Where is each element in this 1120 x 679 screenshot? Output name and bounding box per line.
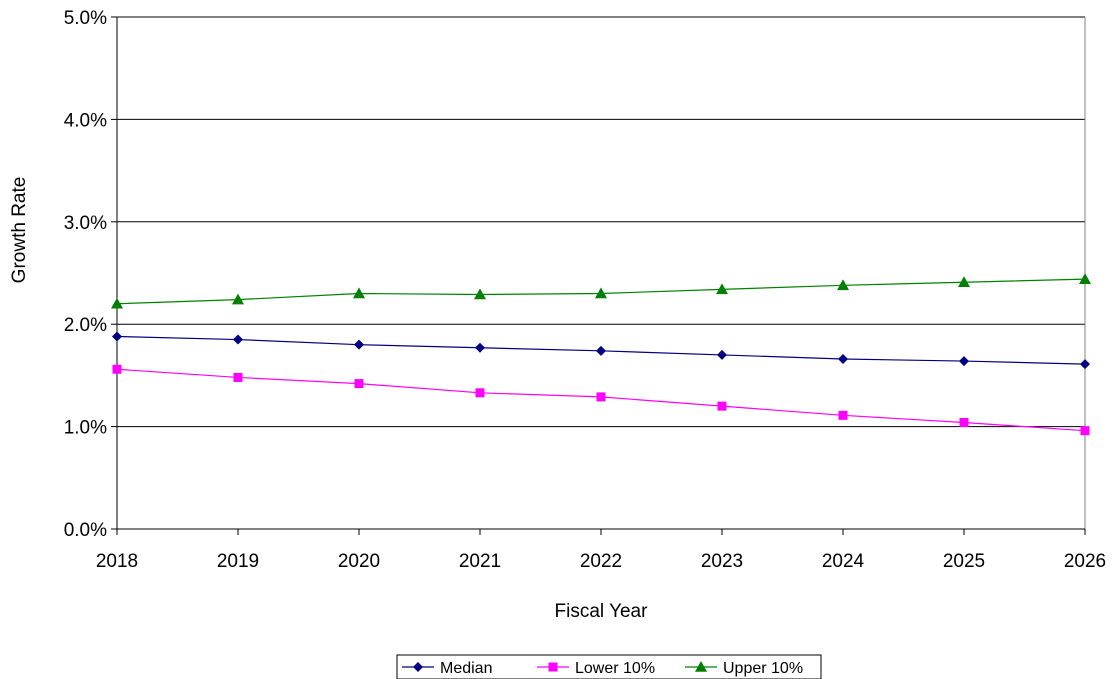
data-point — [716, 283, 728, 295]
x-tick-label: 2021 — [459, 551, 501, 572]
data-point — [717, 401, 727, 411]
data-point — [112, 331, 122, 342]
y-tick-label: 0.0% — [64, 520, 107, 541]
x-tick-labels: 2018 2019 2020 2021 2022 2023 2024 2025 2026 — [96, 529, 1106, 572]
legend-box — [396, 654, 822, 679]
x-axis-label: Fiscal Year — [555, 601, 649, 622]
x-tick-label: 2023 — [701, 551, 743, 572]
data-point — [475, 342, 485, 353]
legend-marker — [413, 662, 423, 672]
x-tick-label: 2025 — [943, 551, 985, 572]
data-point — [112, 364, 122, 374]
y-tick-label: 4.0% — [64, 110, 107, 131]
gridlines — [117, 16, 1085, 428]
data-point — [233, 372, 243, 382]
x-tick-label: 2024 — [822, 551, 865, 572]
x-tick-label: 2020 — [338, 551, 380, 572]
legend-label: Median — [440, 660, 492, 677]
series-0 — [112, 331, 1090, 370]
data-point — [958, 276, 970, 288]
data-point — [474, 288, 486, 300]
y-tick-label: 2.0% — [64, 315, 107, 336]
data-point — [475, 388, 485, 398]
y-tick-label: 5.0% — [64, 8, 107, 29]
data-point — [596, 392, 606, 402]
data-point — [233, 334, 243, 345]
x-tick-label: 2022 — [580, 551, 622, 572]
data-point — [959, 418, 969, 428]
series-lines — [111, 273, 1091, 436]
data-point — [353, 287, 365, 299]
y-tick-labels: 0.0% 1.0% 2.0% 3.0% 4.0% 5.0% — [64, 8, 117, 541]
series-1 — [112, 364, 1090, 436]
legend-label: Lower 10% — [575, 660, 655, 677]
y-tick-label: 1.0% — [64, 418, 107, 439]
x-tick-label: 2018 — [96, 551, 138, 572]
data-point — [717, 349, 727, 360]
data-point — [1079, 273, 1091, 284]
data-point — [354, 379, 364, 389]
legend-label: Upper 10% — [723, 660, 803, 677]
data-point — [111, 297, 123, 309]
data-point — [232, 293, 244, 305]
legend-marker — [695, 661, 707, 672]
data-point — [1080, 359, 1090, 370]
series-2 — [111, 273, 1091, 309]
axes — [116, 17, 1086, 530]
data-point — [838, 410, 848, 420]
data-point — [596, 345, 606, 356]
x-tick-label: 2019 — [217, 551, 259, 572]
data-point — [837, 279, 849, 291]
data-point — [595, 287, 607, 299]
legend-marker — [548, 662, 558, 672]
x-tick-label: 2026 — [1064, 551, 1106, 572]
y-axis-label: Growth Rate — [9, 177, 30, 284]
legend: Median Lower 10% Upper 10% — [396, 654, 822, 679]
data-point — [1080, 426, 1090, 436]
y-tick-label: 3.0% — [64, 213, 107, 234]
data-point — [354, 339, 364, 350]
data-point — [838, 354, 848, 365]
data-point — [959, 356, 969, 367]
